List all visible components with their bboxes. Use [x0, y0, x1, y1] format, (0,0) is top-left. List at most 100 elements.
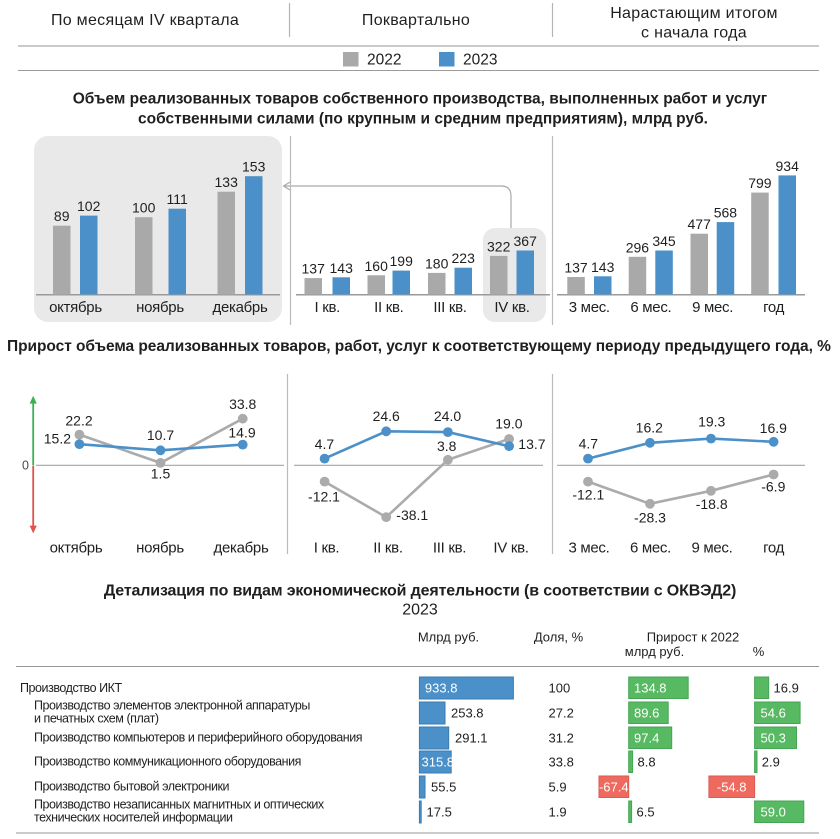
svg-text:24.6: 24.6 — [373, 408, 400, 424]
svg-text:16.2: 16.2 — [636, 420, 663, 436]
svg-text:-38.1: -38.1 — [396, 507, 428, 523]
svg-text:с начала года: с начала года — [641, 25, 747, 42]
svg-text:137: 137 — [302, 261, 326, 277]
svg-text:технических носителей информац: технических носителей информации — [34, 811, 233, 825]
svg-text:367: 367 — [514, 233, 538, 249]
svg-text:6 мес.: 6 мес. — [630, 299, 671, 316]
svg-text:-28.3: -28.3 — [634, 509, 666, 525]
svg-text:-67.4: -67.4 — [599, 780, 629, 795]
svg-text:33.8: 33.8 — [229, 396, 256, 412]
svg-text:Детализация по видам экономиче: Детализация по видам экономической деяте… — [104, 583, 736, 600]
svg-text:III кв.: III кв. — [433, 299, 466, 316]
svg-text:24.0: 24.0 — [434, 408, 461, 424]
svg-text:ноябрь: ноябрь — [136, 540, 184, 557]
svg-text:16.9: 16.9 — [774, 681, 799, 696]
svg-text:II кв.: II кв. — [373, 540, 402, 557]
svg-text:27.2: 27.2 — [549, 706, 574, 721]
svg-text:3.8: 3.8 — [437, 438, 457, 454]
svg-text:55.5: 55.5 — [431, 780, 456, 795]
svg-text:10.7: 10.7 — [147, 427, 174, 443]
svg-text:IV кв.: IV кв. — [493, 540, 528, 557]
svg-text:год: год — [763, 299, 785, 316]
svg-text:-18.8: -18.8 — [696, 496, 728, 512]
svg-text:54.6: 54.6 — [761, 706, 786, 721]
svg-text:59.0: 59.0 — [761, 805, 786, 820]
svg-text:143: 143 — [330, 260, 354, 276]
svg-text:134.8: 134.8 — [634, 681, 667, 696]
svg-text:3 мес.: 3 мес. — [568, 540, 609, 557]
svg-text:19.0: 19.0 — [495, 416, 522, 432]
svg-text:Производство компьютеров и пер: Производство компьютеров и периферийного… — [34, 731, 362, 745]
svg-text:6 мес.: 6 мес. — [630, 540, 671, 557]
svg-text:133: 133 — [215, 174, 239, 190]
svg-text:153: 153 — [242, 159, 266, 175]
svg-text:296: 296 — [626, 239, 650, 255]
svg-text:102: 102 — [77, 198, 101, 214]
svg-text:97.4: 97.4 — [634, 731, 659, 746]
svg-text:Объем реализованных товаров со: Объем реализованных товаров собственного… — [73, 91, 768, 108]
svg-text:799: 799 — [748, 175, 772, 191]
svg-text:Поквартально: Поквартально — [362, 12, 470, 29]
svg-text:Прирост к 2022: Прирост к 2022 — [647, 630, 740, 645]
svg-text:Производство бытовой электрони: Производство бытовой электроники — [34, 780, 230, 794]
svg-text:По месяцам IV квартала: По месяцам IV квартала — [51, 12, 239, 29]
svg-text:декабрь: декабрь — [214, 540, 269, 557]
svg-text:0: 0 — [22, 459, 29, 473]
svg-text:180: 180 — [425, 255, 449, 271]
svg-text:253.8: 253.8 — [451, 706, 484, 721]
svg-text:322: 322 — [487, 238, 511, 254]
svg-text:I кв.: I кв. — [315, 299, 341, 316]
svg-text:50.3: 50.3 — [761, 731, 786, 746]
svg-text:15.2: 15.2 — [44, 430, 71, 446]
svg-text:315.8: 315.8 — [422, 755, 455, 770]
svg-text:собственными силами (по крупны: собственными силами (по крупным и средни… — [138, 111, 708, 128]
svg-text:и печатных схем (плат): и печатных схем (плат) — [34, 712, 159, 726]
svg-text:13.7: 13.7 — [518, 436, 545, 452]
svg-text:ноябрь: ноябрь — [136, 299, 184, 316]
svg-text:2.9: 2.9 — [762, 755, 780, 770]
svg-text:3 мес.: 3 мес. — [569, 299, 610, 316]
svg-text:223: 223 — [452, 250, 476, 266]
svg-text:17.5: 17.5 — [427, 805, 452, 820]
svg-text:9 мес.: 9 мес. — [691, 540, 732, 557]
svg-text:933.8: 933.8 — [425, 681, 458, 696]
svg-text:5.9: 5.9 — [549, 780, 567, 795]
svg-text:Нарастающим итогом: Нарастающим итогом — [610, 5, 778, 22]
svg-text:III кв.: III кв. — [433, 540, 466, 557]
svg-text:декабрь: декабрь — [213, 299, 268, 316]
svg-text:I кв.: I кв. — [314, 540, 340, 557]
svg-text:Производство ИКТ: Производство ИКТ — [20, 681, 122, 695]
svg-text:2023: 2023 — [402, 602, 438, 619]
svg-text:568: 568 — [714, 205, 738, 221]
svg-text:1.5: 1.5 — [151, 466, 171, 482]
svg-text:4.7: 4.7 — [315, 436, 335, 452]
svg-text:143: 143 — [591, 259, 615, 275]
svg-text:111: 111 — [167, 191, 188, 207]
svg-text:8.8: 8.8 — [638, 755, 656, 770]
svg-text:-12.1: -12.1 — [572, 486, 604, 502]
svg-text:Доля, %: Доля, % — [534, 630, 584, 645]
svg-text:год: год — [763, 540, 785, 557]
svg-text:Млрд руб.: Млрд руб. — [418, 630, 479, 645]
svg-text:934: 934 — [776, 158, 800, 174]
svg-text:4.7: 4.7 — [579, 435, 599, 451]
svg-text:1.9: 1.9 — [549, 805, 567, 820]
svg-text:477: 477 — [688, 216, 712, 232]
svg-text:22.2: 22.2 — [65, 413, 92, 429]
svg-text:137: 137 — [564, 260, 588, 276]
svg-text:Прирост объема реализованных т: Прирост объема реализованных товаров, ра… — [7, 338, 831, 355]
svg-text:IV кв.: IV кв. — [494, 299, 529, 316]
svg-text:2023: 2023 — [463, 52, 497, 69]
svg-text:160: 160 — [365, 258, 389, 274]
svg-text:-54.8: -54.8 — [717, 780, 747, 795]
svg-text:II кв.: II кв. — [374, 299, 403, 316]
svg-text:2022: 2022 — [367, 52, 401, 69]
svg-text:100: 100 — [549, 681, 571, 696]
svg-text:%: % — [753, 644, 765, 659]
svg-text:Производство коммуникационного: Производство коммуникационного оборудова… — [34, 755, 301, 769]
svg-text:6.5: 6.5 — [637, 805, 655, 820]
svg-text:345: 345 — [652, 233, 676, 249]
svg-text:199: 199 — [390, 253, 414, 269]
svg-text:19.3: 19.3 — [698, 413, 725, 429]
svg-text:9 мес.: 9 мес. — [692, 299, 733, 316]
